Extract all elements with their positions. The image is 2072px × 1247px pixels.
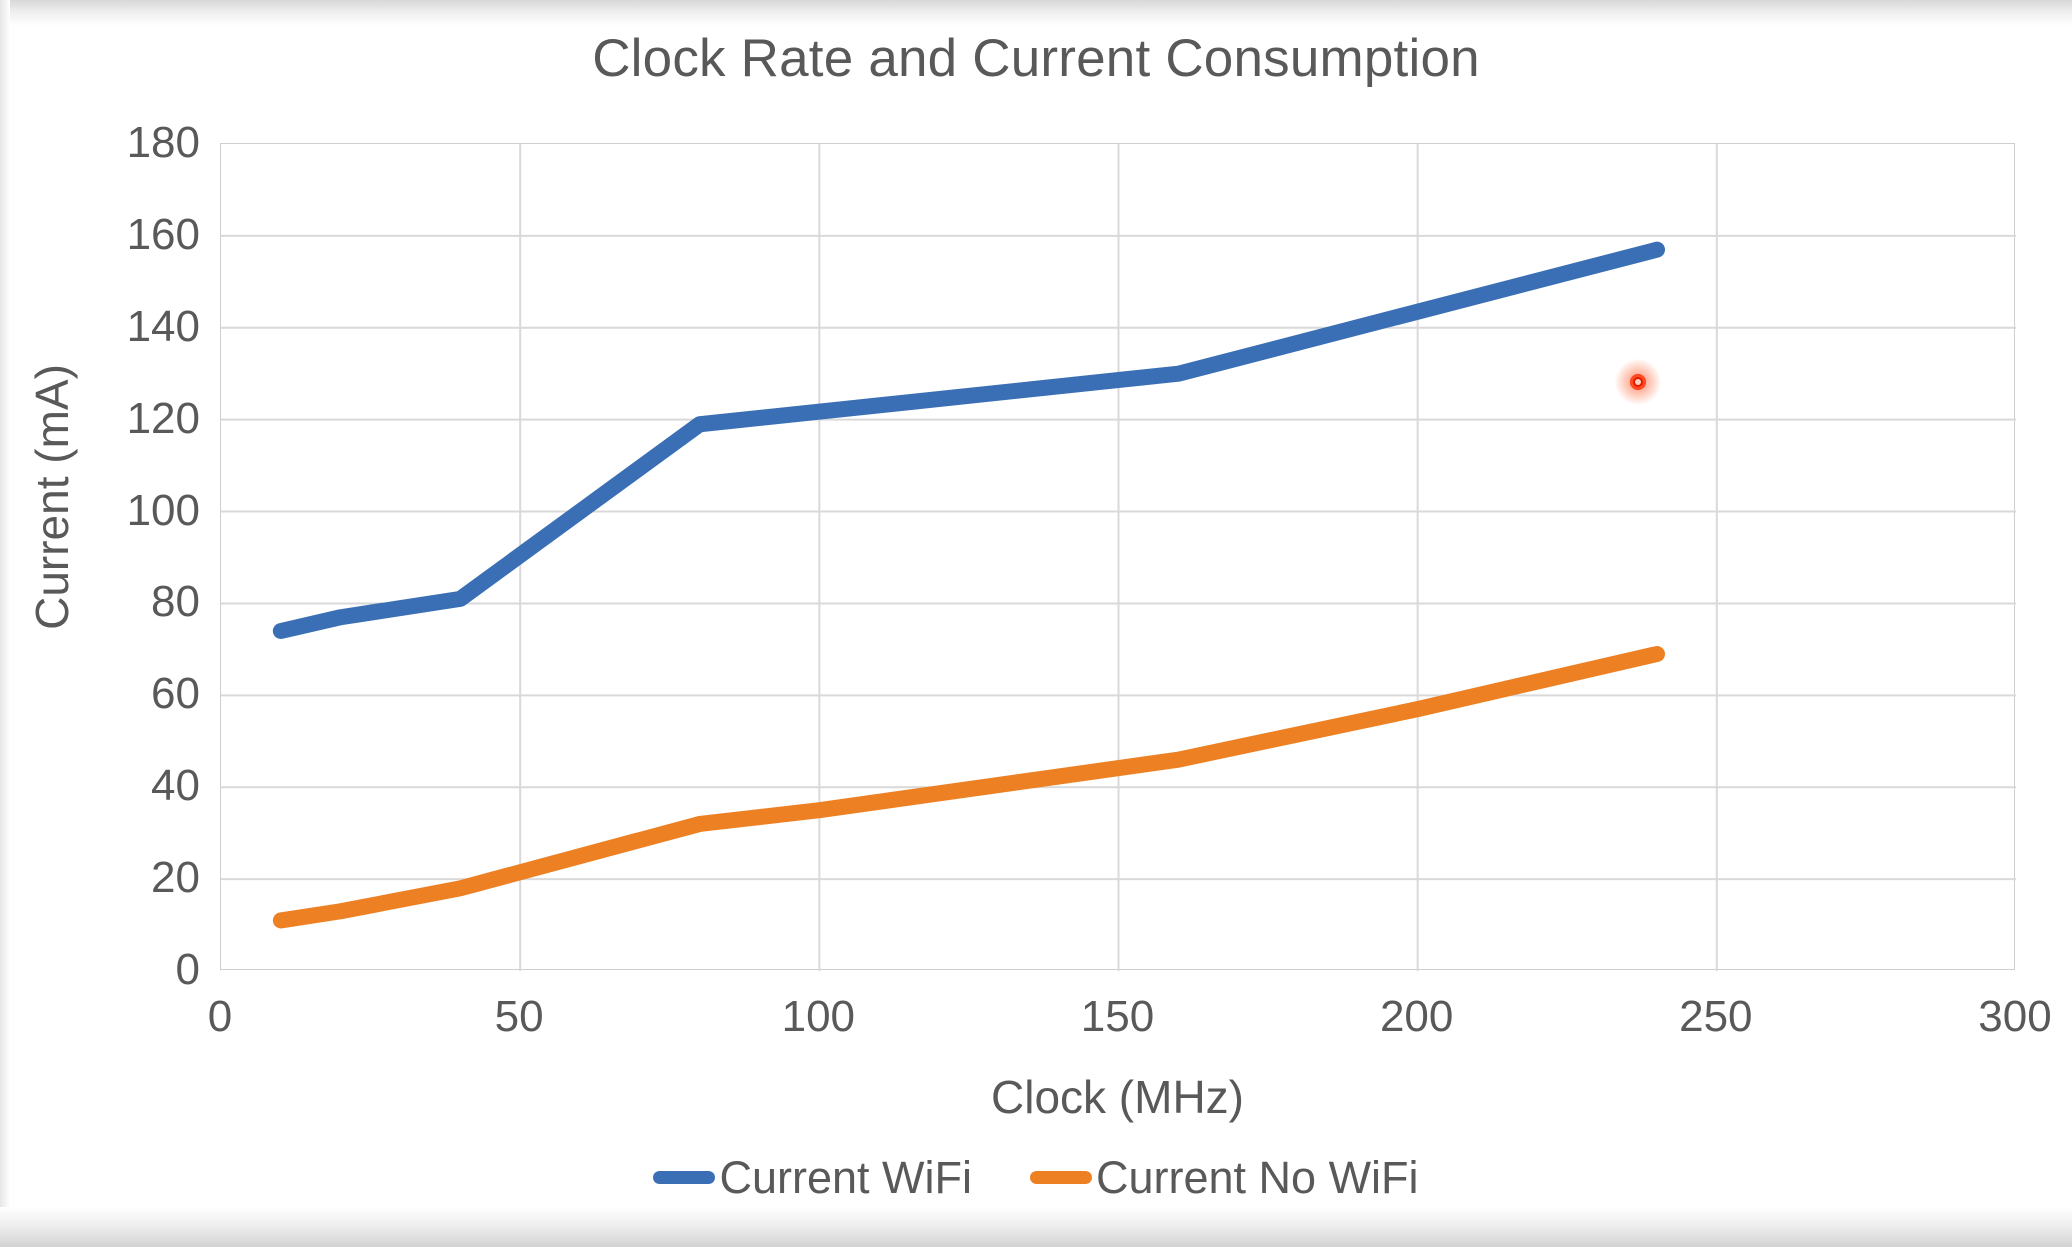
x-axis-tick-labels: 0 50 100 150 200 250 300 (208, 992, 2052, 1055)
y-tick-label: 40 (151, 761, 200, 811)
y-tick-label: 0 (175, 945, 200, 994)
y-tick-label: 20 (151, 853, 200, 903)
gridlines (221, 144, 2016, 971)
chart-legend: Current WiFi Current No WiFi (0, 1155, 2072, 1200)
y-tick-label: 180 (126, 118, 200, 167)
y-tick-label: 100 (126, 485, 200, 535)
y-tick-label: 120 (126, 393, 200, 443)
series-line-1 (272, 645, 1665, 929)
legend-label: Current WiFi (719, 1152, 972, 1203)
x-tick-label: 250 (1679, 992, 1753, 1041)
series-lines (272, 241, 1665, 929)
x-tick-label: 150 (1080, 992, 1155, 1041)
x-tick-label: 0 (207, 992, 233, 1041)
bottom-gradient-band (0, 1207, 2072, 1247)
x-tick-label: 50 (494, 992, 544, 1041)
legend-item-0[interactable]: Current WiFi (653, 1155, 972, 1200)
series-line-0 (272, 241, 1665, 640)
y-tick-label: 60 (151, 669, 200, 719)
x-axis-title: Clock (MHz) (991, 1071, 1244, 1123)
y-tick-label: 140 (126, 301, 200, 351)
plot-area (220, 143, 2016, 971)
legend-item-1[interactable]: Current No WiFi (1029, 1152, 1419, 1203)
left-gradient-band (0, 0, 10, 1247)
x-tick-label: 300 (1978, 992, 2052, 1041)
x-tick-label: 200 (1379, 992, 1454, 1041)
legend-swatch-icon (653, 1171, 716, 1184)
top-gradient-band (0, 0, 2072, 26)
y-axis-tick-labels: 180 160 140 120 100 80 60 40 20 0 (60, 121, 200, 992)
legend-swatch-icon (1029, 1171, 1092, 1184)
legend-label: Current No WiFi (1095, 1152, 1419, 1203)
y-tick-label: 80 (151, 577, 200, 627)
x-tick-label: 100 (781, 992, 856, 1041)
y-tick-label: 160 (126, 209, 200, 259)
chart-title: Clock Rate and Current Consumption (592, 29, 1480, 88)
